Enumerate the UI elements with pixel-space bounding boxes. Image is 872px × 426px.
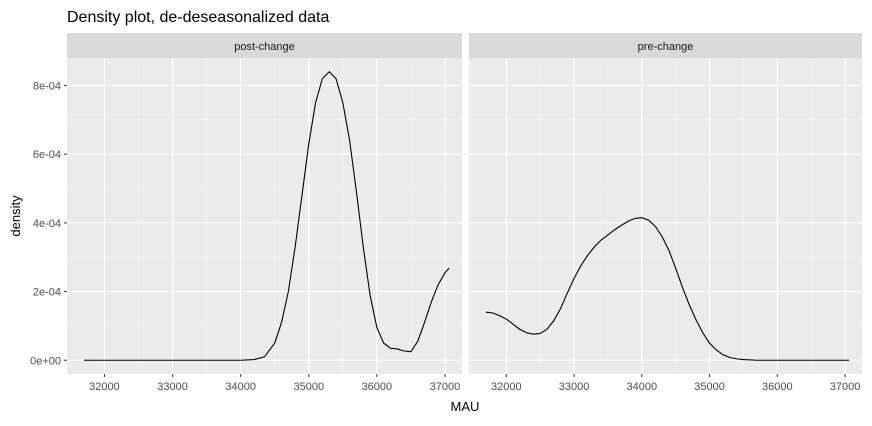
x-tick-label: 37000 (830, 381, 861, 393)
density-line-post-change (84, 70, 450, 361)
x-tick-label: 35000 (293, 381, 324, 393)
panel-background (67, 58, 462, 374)
x-tick-label: 32000 (89, 381, 120, 393)
x-axis-title: MAU (451, 399, 480, 414)
facet-post-change: post-change 32000 33000 34000 35000 36000 3700… (67, 33, 462, 393)
y-tick-label: 4e-04 (33, 218, 61, 230)
density-line-pre-change (485, 217, 850, 361)
facet-panels: post-change 32000 33000 34000 35000 36000 3700… (67, 33, 862, 393)
x-tick-label: 34000 (626, 381, 657, 393)
facet-pre-change: pre-change 32000 33000 34000 35000 36000 37000 (469, 33, 862, 393)
x-tick-label: 37000 (430, 381, 461, 393)
x-tick-label: 35000 (694, 381, 725, 393)
facet-strip (469, 33, 862, 58)
facet-strip (67, 33, 462, 58)
facet-strip-label: post-change (234, 41, 295, 53)
y-tick-label: 8e-04 (33, 80, 61, 92)
facet-strip-label: pre-change (638, 41, 694, 53)
x-tick-label: 36000 (762, 381, 793, 393)
x-tick-label: 33000 (157, 381, 188, 393)
y-tick-label: 2e-04 (33, 287, 61, 299)
y-tick-label: 6e-04 (33, 149, 61, 161)
y-axis-title: density (8, 195, 23, 237)
y-axis: 0e+00 2e-04 4e-04 6e-04 8e-04 (30, 80, 67, 367)
x-tick-label: 34000 (225, 381, 256, 393)
chart-title: Density plot, de-deseasonalized data (67, 9, 329, 26)
y-tick-label: 0e+00 (30, 355, 61, 367)
x-tick-label: 33000 (559, 381, 590, 393)
x-tick-label: 36000 (362, 381, 393, 393)
panel-background (469, 58, 862, 374)
x-tick-label: 32000 (491, 381, 522, 393)
